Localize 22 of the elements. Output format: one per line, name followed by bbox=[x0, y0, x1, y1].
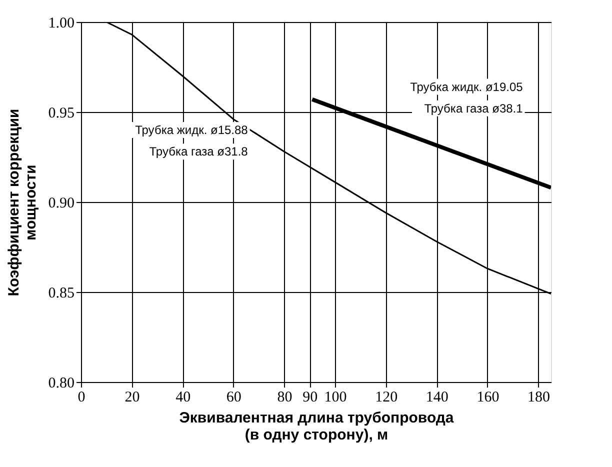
annotation: Трубка жидк. ø19.05 bbox=[410, 80, 524, 94]
x-tick-label: 180 bbox=[528, 390, 550, 406]
x-tick-label: 20 bbox=[124, 390, 140, 406]
x-tick-label: 160 bbox=[476, 390, 500, 406]
y-tick-label: 1.00 bbox=[48, 16, 74, 32]
annotation: Трубка жидк. ø15.88 bbox=[135, 123, 248, 137]
x-tick-label: 120 bbox=[375, 390, 398, 406]
y-tick-label: 0.95 bbox=[48, 106, 74, 122]
x-tick-label: 40 bbox=[176, 390, 191, 406]
x-tick-label: 140 bbox=[426, 390, 448, 406]
annotation: Трубка газа ø31.8 bbox=[149, 144, 248, 159]
x-tick-label: 60 bbox=[226, 390, 242, 406]
y-tick-label: 0.85 bbox=[48, 286, 74, 302]
x-tick-label: 80 bbox=[277, 390, 292, 406]
y-tick-label: 0.90 bbox=[48, 196, 74, 212]
y-axis-title: Коэффициент коррекции мощности bbox=[5, 108, 40, 296]
x-tick-label: 0 bbox=[78, 390, 86, 406]
annotation: Трубка газа ø38.1 bbox=[424, 101, 524, 116]
x-axis-title: Эквивалентная длина трубопровода (в одну сторону), м bbox=[179, 410, 454, 444]
x-tick-label: 100 bbox=[324, 390, 347, 406]
x-tick-label: 90 bbox=[302, 390, 318, 406]
y-tick-label: 0.80 bbox=[48, 376, 74, 392]
